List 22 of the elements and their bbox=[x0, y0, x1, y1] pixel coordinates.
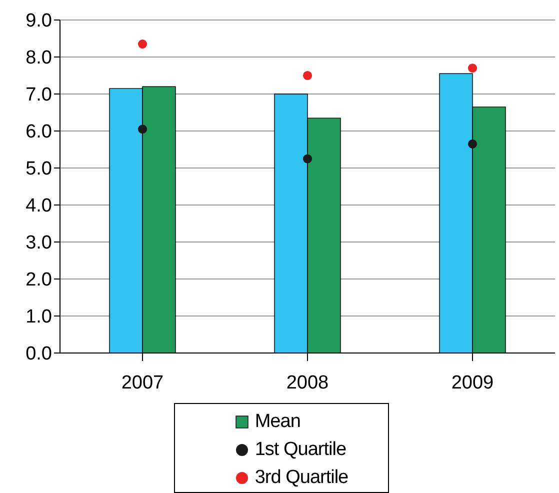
y-tick-label: 1.0 bbox=[26, 306, 52, 328]
point bbox=[468, 139, 478, 148]
y-tick-label: 9.0 bbox=[26, 10, 52, 32]
y-tick-label: 5.0 bbox=[26, 158, 52, 180]
x-tick-label: 2007 bbox=[121, 372, 164, 394]
point bbox=[138, 124, 148, 134]
legend-label: 3rd Quartile bbox=[254, 467, 348, 489]
x-tick-label: 2009 bbox=[451, 372, 494, 394]
legend-label: 1st Quartile bbox=[254, 439, 346, 461]
x-tick-label: 2008 bbox=[286, 372, 329, 394]
legend-label: Mean bbox=[254, 411, 300, 433]
point bbox=[302, 154, 312, 164]
point bbox=[302, 70, 312, 80]
y-tick-label: 3.0 bbox=[26, 232, 52, 254]
y-tick-label: 6.0 bbox=[26, 122, 52, 143]
y-tick-label: 2.0 bbox=[26, 270, 52, 291]
point bbox=[138, 40, 148, 49]
y-tick-label: 0.0 bbox=[26, 344, 52, 365]
y-tick-label: 4.0 bbox=[26, 196, 52, 217]
y-tick-label: 7.0 bbox=[26, 84, 52, 106]
point bbox=[468, 64, 478, 73]
y-tick-label: 8.0 bbox=[26, 48, 52, 69]
